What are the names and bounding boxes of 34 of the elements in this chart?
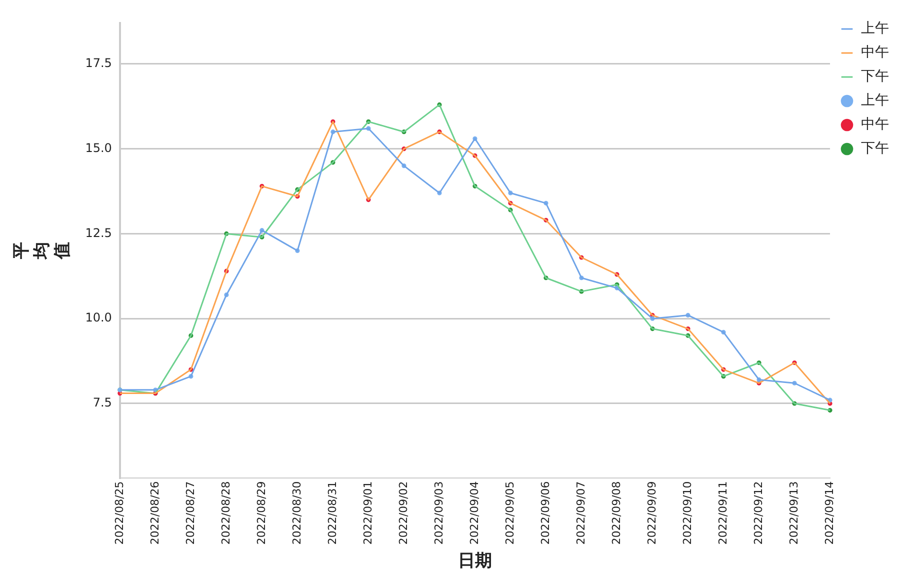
legend-label: 下午 <box>861 68 889 85</box>
x-tick-label: 2022/09/09 <box>645 481 658 545</box>
x-tick-label: 2022/09/05 <box>503 481 516 545</box>
x-tick-label: 2022/09/08 <box>610 481 623 545</box>
x-tick-label: 2022/08/26 <box>148 481 162 545</box>
x-tick-label: 2022/09/02 <box>396 481 410 545</box>
y-tick-label: 17.5 <box>85 56 112 70</box>
x-tick-label: 2022/08/28 <box>219 481 232 545</box>
x-tick-label: 2022/09/01 <box>361 481 374 545</box>
x-tick-label: 2022/09/10 <box>680 481 694 545</box>
x-tick-label: 2022/09/06 <box>538 481 552 545</box>
x-tick-label: 2022/09/07 <box>574 481 588 545</box>
y-tick-label: 15.0 <box>85 140 112 155</box>
x-tick-label: 2022/09/11 <box>716 481 730 545</box>
legend-label: 上午 <box>861 20 889 37</box>
legend-label: 下午 <box>861 140 889 157</box>
x-tick-label: 2022/09/14 <box>822 481 836 545</box>
x-tick-label: 2022/09/13 <box>787 481 800 545</box>
y-tick-label: 7.5 <box>92 396 112 410</box>
legend-label: 上午 <box>861 92 889 109</box>
x-axis-title: 日期 <box>458 551 492 572</box>
x-tick-label: 2022/08/29 <box>254 481 268 545</box>
x-tick-label: 2022/08/30 <box>290 481 304 545</box>
y-tick-label: 12.5 <box>85 226 112 240</box>
x-tick-label: 2022/09/04 <box>468 481 481 545</box>
x-tick-label: 2022/09/03 <box>432 481 446 545</box>
legend-label: 中午 <box>861 116 889 133</box>
y-tick-label: 10.0 <box>85 310 112 325</box>
legend-label: 中午 <box>861 44 889 61</box>
x-tick-label: 2022/08/31 <box>326 481 339 545</box>
x-tick-label: 2022/08/27 <box>184 481 197 545</box>
x-tick-label: 2022/08/25 <box>112 481 126 545</box>
x-tick-label: 2022/09/12 <box>752 481 765 545</box>
y-axis-title: 平均值 <box>12 242 72 260</box>
